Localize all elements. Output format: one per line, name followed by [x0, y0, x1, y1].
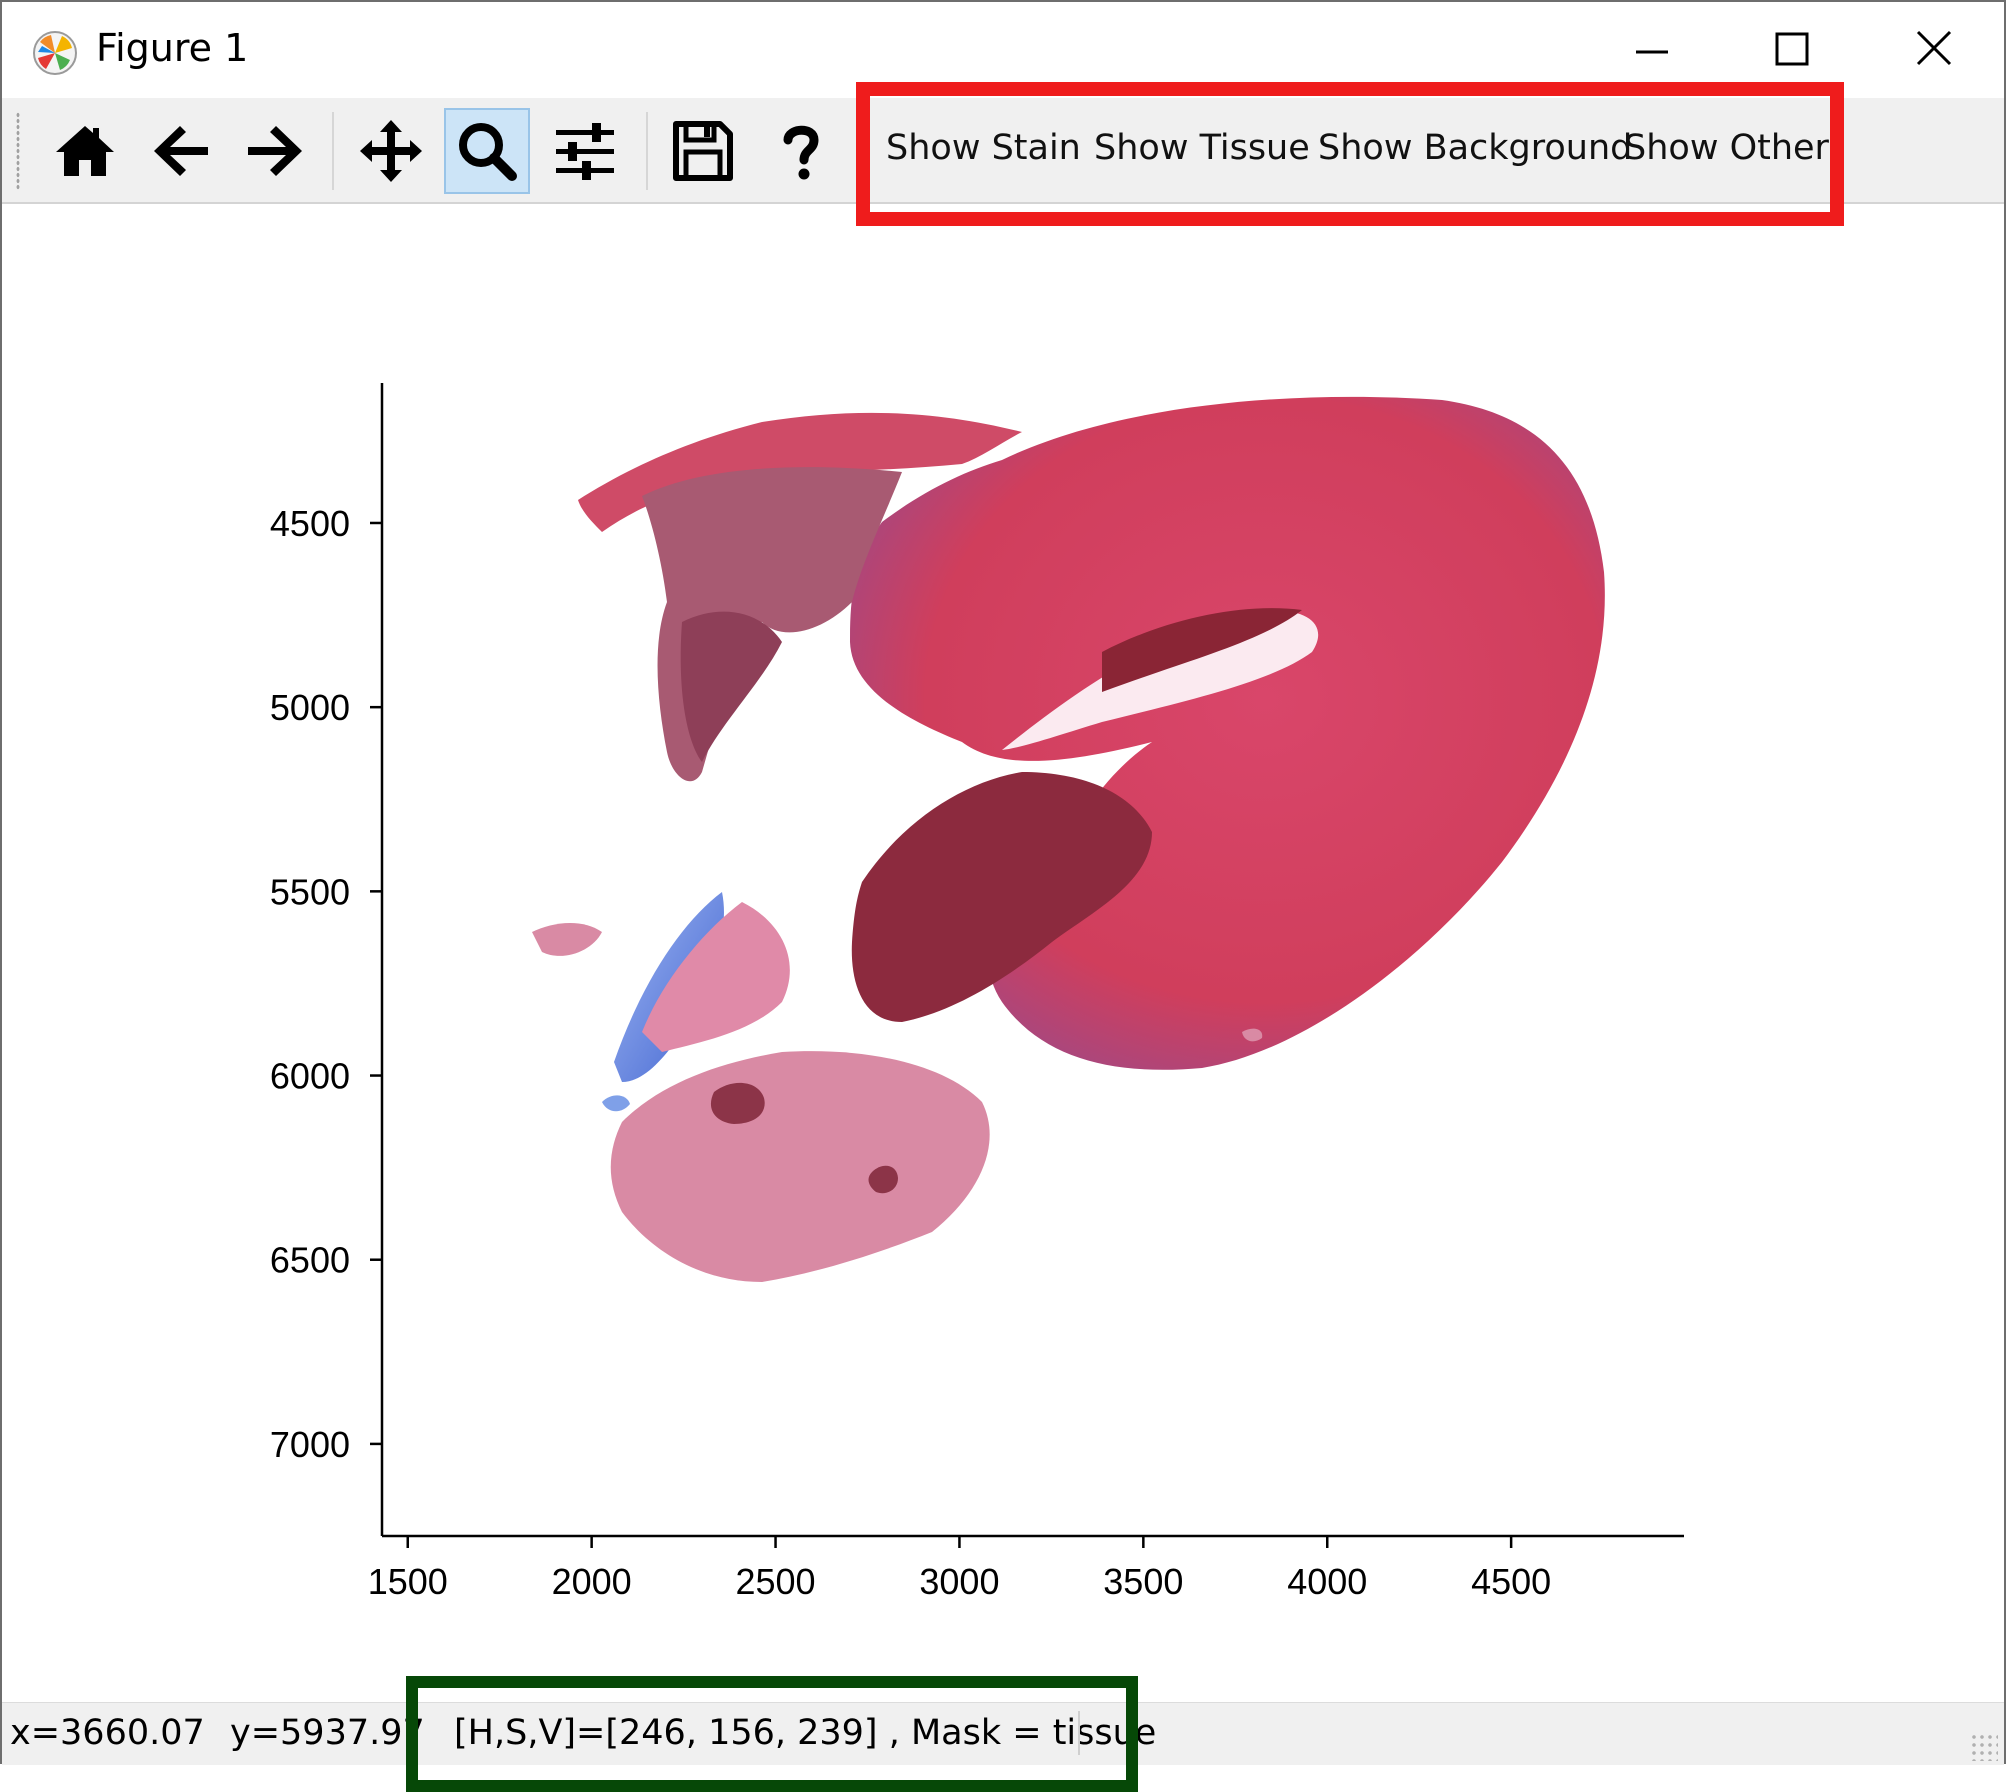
tissue-image: [532, 396, 1605, 1282]
navigation-toolbar: Show Stain Show Tissue Show Background S…: [2, 98, 2004, 204]
x-tick-label: 1500: [368, 1561, 448, 1602]
y-coordinate-readout: y=5937.97: [230, 1713, 425, 1753]
pan-button[interactable]: [348, 108, 434, 194]
tissue-dark-wedge: [1102, 608, 1302, 692]
x-tick-label: 4000: [1287, 1561, 1367, 1602]
question-mark-icon: [783, 125, 819, 180]
tissue-small-dark-patch: [868, 1165, 898, 1194]
y-tick-label: 6000: [270, 1056, 350, 1097]
custom-buttons-highlight-box: [856, 82, 1844, 226]
maximize-icon: [1775, 32, 1809, 66]
x-tick-label: 3500: [1103, 1561, 1183, 1602]
save-button[interactable]: [660, 108, 746, 194]
y-tick-label: 6500: [270, 1240, 350, 1281]
y-axis-ticks: 4500 5000 5500 6000 6500 7000: [270, 503, 382, 1465]
toolbar-grip[interactable]: [16, 112, 20, 190]
y-tick-label: 4500: [270, 503, 350, 544]
tissue-ventricle-cavity: [1002, 610, 1319, 750]
x-coordinate-readout: x=3660.07: [10, 1713, 205, 1753]
zoom-button[interactable]: [444, 108, 530, 194]
arrow-left-icon: [154, 126, 208, 176]
plot-canvas[interactable]: 1500 2000 2500 3000 3500 4000 4500 4500 5000 550…: [2, 2, 2006, 1702]
status-separator: [1078, 1711, 1080, 1755]
y-tick-label: 7000: [270, 1424, 350, 1465]
x-axis-ticks: 1500 2000 2500 3000 3500 4000 4500: [368, 1536, 1551, 1602]
resize-grip[interactable]: [1970, 1733, 1998, 1761]
floppy-disk-icon: [673, 121, 733, 181]
y-tick-label: 5500: [270, 871, 350, 912]
tissue-fragment: [1242, 1028, 1263, 1042]
minimize-icon: [1636, 50, 1668, 54]
move-icon: [360, 120, 422, 182]
toolbar-separator: [332, 112, 334, 190]
axes: 1500 2000 2500 3000 3500 4000 4500 4500 5000 550…: [270, 383, 1684, 1602]
x-tick-label: 4500: [1471, 1561, 1551, 1602]
matplotlib-icon: [33, 31, 77, 75]
minimize-button[interactable]: [1622, 24, 1682, 78]
x-tick-label: 2000: [552, 1561, 632, 1602]
tissue-lower-muscle: [610, 1051, 990, 1282]
home-icon: [56, 126, 114, 176]
x-tick-label: 2500: [735, 1561, 815, 1602]
show-other-button[interactable]: Show Other: [1624, 128, 1829, 168]
tissue-pink-pale-region: [642, 902, 790, 1052]
maximize-button[interactable]: [1762, 24, 1822, 78]
hsv-mask-readout: [H,S,V]=[246, 156, 239] , Mask = tissue: [454, 1713, 1157, 1753]
close-button[interactable]: [1904, 24, 1964, 78]
forward-button[interactable]: [232, 108, 318, 194]
sliders-icon: [556, 123, 614, 180]
show-background-button[interactable]: Show Background: [1318, 128, 1633, 168]
subplots-button[interactable]: [542, 108, 628, 194]
show-stain-button[interactable]: Show Stain: [886, 128, 1081, 168]
status-readout-highlight-box: [406, 1676, 1138, 1792]
arrow-right-icon: [248, 126, 302, 176]
tissue-lower-dark-lobe: [851, 772, 1152, 1022]
y-tick-label: 5000: [270, 687, 350, 728]
window-title: Figure 1: [96, 26, 249, 70]
help-button[interactable]: [758, 108, 844, 194]
close-icon: [1916, 30, 1952, 66]
tissue-fragment: [602, 1095, 630, 1112]
toolbar-separator: [646, 112, 648, 190]
tissue-small-dark-patch: [710, 1082, 765, 1124]
back-button[interactable]: [138, 108, 224, 194]
tissue-left-arm-dark: [680, 611, 782, 762]
status-bar: x=3660.07 y=5937.97 [H,S,V]=[246, 156, 2…: [2, 1702, 2004, 1765]
tissue-fragment: [532, 922, 602, 956]
home-button[interactable]: [42, 108, 128, 194]
show-tissue-button[interactable]: Show Tissue: [1094, 128, 1310, 168]
magnifier-icon: [459, 123, 517, 181]
x-tick-label: 3000: [919, 1561, 999, 1602]
